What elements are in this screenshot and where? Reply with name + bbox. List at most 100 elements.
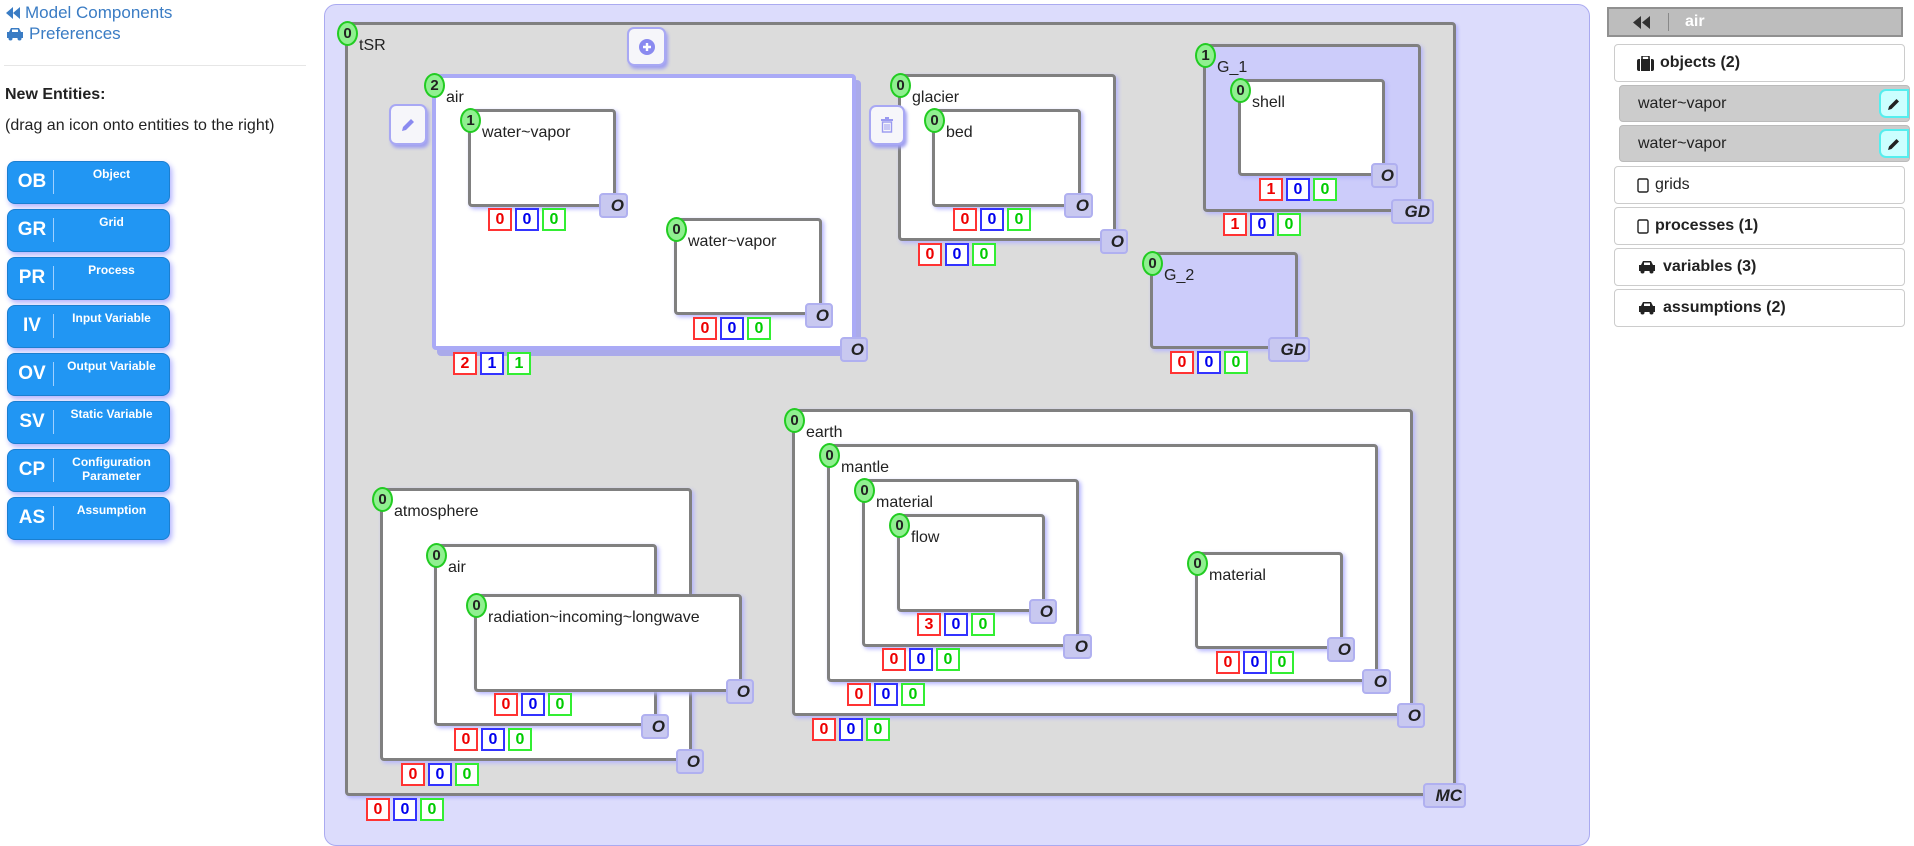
pencil-icon	[1888, 98, 1899, 110]
entity-abbr: SV	[19, 411, 45, 432]
entity-type-tag[interactable]: O	[1063, 634, 1092, 659]
blue-counter: 0	[428, 763, 452, 786]
object-entity[interactable]	[468, 109, 616, 207]
object-name: water~vapor	[1638, 134, 1727, 152]
objects-section[interactable]: objects (2)	[1614, 44, 1905, 82]
entity-type-tag[interactable]: O	[1371, 163, 1398, 188]
new-entity-button-ob[interactable]: OB Object	[7, 161, 170, 204]
divider	[53, 218, 54, 242]
delete-button[interactable]	[869, 105, 905, 145]
new-entity-button-cp[interactable]: CP Configuration Parameter	[7, 449, 170, 492]
new-entity-button-pr[interactable]: PR Process	[7, 257, 170, 300]
entity-abbr: OB	[17, 171, 47, 192]
header-divider	[1668, 13, 1669, 31]
assumptions-section[interactable]: assumptions (2)	[1614, 289, 1905, 327]
child-count-badge: 0	[666, 217, 687, 242]
plus-circle-icon	[638, 38, 655, 55]
entity-type-tag[interactable]: O	[599, 193, 628, 218]
add-button[interactable]	[627, 27, 666, 66]
entity-type-tag[interactable]: O	[1327, 637, 1355, 662]
green-counter: 1	[507, 352, 531, 375]
child-count-badge: 0	[924, 108, 945, 133]
collapse-back-icon[interactable]	[1633, 16, 1651, 29]
new-entity-button-iv[interactable]: IV Input Variable	[7, 305, 170, 348]
object-entity[interactable]	[474, 594, 742, 692]
grids-section[interactable]: grids	[1614, 166, 1905, 204]
entity-type-tag[interactable]: O	[1064, 193, 1093, 218]
green-counter: 0	[1007, 208, 1031, 231]
entity-name: air	[448, 559, 466, 576]
entity-type-tag[interactable]: MC	[1423, 783, 1466, 808]
red-counter: 0	[1170, 351, 1194, 374]
entity-type-tag[interactable]: O	[840, 337, 868, 362]
entity-name: atmosphere	[394, 503, 479, 520]
new-entity-button-ov[interactable]: OV Output Variable	[7, 353, 170, 396]
new-entity-button-gr[interactable]: GR Grid	[7, 209, 170, 252]
object-entity[interactable]	[674, 218, 822, 315]
red-counter: 0	[1216, 651, 1240, 674]
blue-counter: 0	[1250, 213, 1274, 236]
object-entity[interactable]	[932, 109, 1081, 207]
green-counter: 0	[1270, 651, 1294, 674]
red-counter: 0	[882, 648, 906, 671]
entity-name: G_1	[1217, 59, 1248, 76]
green-counter: 0	[420, 798, 444, 821]
entity-type-tag[interactable]: O	[641, 714, 669, 739]
new-entity-button-as[interactable]: AS Assumption	[7, 497, 170, 540]
entity-name: shell	[1252, 94, 1285, 111]
edit-button[interactable]	[389, 104, 427, 145]
edit-object-button[interactable]	[1879, 129, 1909, 158]
entity-name: tSR	[359, 37, 386, 54]
model-components-label: Model Components	[25, 3, 173, 22]
car-icon	[1639, 261, 1655, 274]
object-entity[interactable]	[897, 514, 1045, 612]
blue-counter: 0	[1243, 651, 1267, 674]
entity-type-tag[interactable]: GD	[1391, 199, 1434, 224]
entity-type-tag[interactable]: O	[676, 749, 704, 774]
tablet-icon	[1637, 218, 1649, 234]
entity-type-tag[interactable]: O	[805, 303, 833, 328]
grid-entity[interactable]	[1150, 252, 1298, 349]
object-list-item[interactable]: water~vapor	[1619, 85, 1910, 122]
preferences-link[interactable]: Preferences	[5, 24, 121, 44]
object-list-item[interactable]: water~vapor	[1619, 125, 1910, 162]
entity-type-tag[interactable]: O	[1397, 703, 1425, 728]
blue-counter: 0	[944, 613, 968, 636]
divider	[53, 266, 54, 290]
entity-type-tag[interactable]: O	[726, 679, 754, 704]
preferences-label: Preferences	[29, 24, 121, 43]
object-entity[interactable]	[1195, 552, 1343, 649]
model-components-link[interactable]: Model Components	[5, 3, 172, 23]
red-counter: 0	[812, 718, 836, 741]
entity-type-tag[interactable]: O	[1362, 669, 1391, 694]
entity-type-tag[interactable]: GD	[1268, 337, 1310, 362]
new-entity-button-sv[interactable]: SV Static Variable	[7, 401, 170, 444]
entity-type-label: Process	[88, 263, 135, 277]
variables-section[interactable]: variables (3)	[1614, 248, 1905, 286]
child-count-badge: 0	[337, 21, 358, 46]
entity-name: material	[1209, 567, 1266, 584]
entity-type-label: Configuration Parameter	[72, 455, 151, 483]
blue-counter: 0	[980, 208, 1004, 231]
objects-label: objects (2)	[1660, 54, 1741, 71]
object-entity[interactable]	[1238, 79, 1385, 176]
entity-type-tag[interactable]: O	[1029, 599, 1057, 624]
entity-name: water~vapor	[482, 124, 571, 141]
processes-section[interactable]: processes (1)	[1614, 207, 1905, 245]
green-counter: 0	[936, 648, 960, 671]
red-counter: 0	[401, 763, 425, 786]
red-counter: 1	[1223, 213, 1247, 236]
green-counter: 0	[455, 763, 479, 786]
entity-type-tag[interactable]: O	[1100, 229, 1128, 254]
edit-object-button[interactable]	[1879, 89, 1909, 118]
blue-counter: 0	[720, 317, 744, 340]
briefcase-icon	[1637, 55, 1654, 71]
selected-entity-header: air	[1607, 7, 1903, 37]
